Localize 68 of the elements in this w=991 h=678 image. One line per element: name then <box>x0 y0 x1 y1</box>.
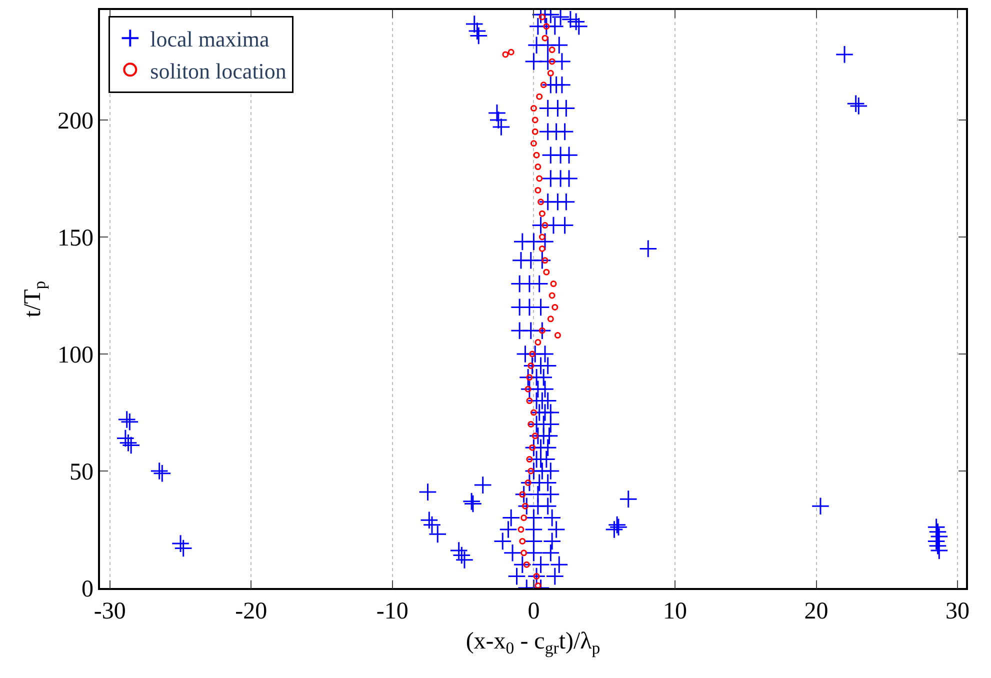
point <box>533 152 540 158</box>
point <box>528 420 534 428</box>
point <box>538 198 544 206</box>
point <box>502 51 509 58</box>
y-tick-label: 200 <box>57 108 94 134</box>
point <box>519 538 526 544</box>
x-tick-label: -20 <box>235 598 268 625</box>
legend-label: soliton location <box>150 58 286 84</box>
point <box>526 456 533 463</box>
point <box>519 491 526 498</box>
point <box>526 398 533 404</box>
point <box>538 245 546 252</box>
point <box>534 164 542 170</box>
point <box>522 502 528 510</box>
point <box>524 479 532 486</box>
x-tick-label: -30 <box>94 598 126 625</box>
point <box>542 34 548 42</box>
point <box>548 292 556 299</box>
point <box>536 175 543 182</box>
point <box>554 332 561 339</box>
point <box>543 23 550 30</box>
x-tick-label: -10 <box>376 598 408 625</box>
legend-label: local maxima <box>150 26 270 52</box>
y-tick-label: 150 <box>57 225 94 252</box>
point <box>552 304 558 310</box>
point <box>520 514 528 522</box>
point <box>548 58 556 65</box>
point <box>542 257 548 264</box>
point <box>542 222 548 229</box>
x-axis-title: (x-x$_{0}$ - c$_{gr}$t)/λ$_{p}$ <box>466 628 600 658</box>
x-tick-label: 30 <box>946 598 970 625</box>
point <box>533 573 540 580</box>
point <box>526 374 533 381</box>
x-tick-label: 0 <box>528 598 540 625</box>
point <box>530 409 537 416</box>
point <box>538 234 546 240</box>
point <box>532 116 538 124</box>
point <box>523 561 530 568</box>
y-tick-label: 50 <box>69 459 94 486</box>
point <box>538 14 546 20</box>
point <box>548 46 556 54</box>
point <box>528 468 534 474</box>
point <box>536 93 543 100</box>
x-tick-label: 10 <box>662 598 687 625</box>
point <box>534 339 542 346</box>
point <box>540 82 547 88</box>
point <box>547 70 554 76</box>
x-tick-label: 20 <box>804 598 828 625</box>
point <box>508 48 514 56</box>
point <box>534 186 542 194</box>
point <box>550 280 557 288</box>
point <box>530 105 537 112</box>
y-tick-label: 0 <box>81 576 94 602</box>
point <box>534 582 542 588</box>
point <box>529 350 536 358</box>
point <box>529 444 536 451</box>
point <box>518 526 524 533</box>
point <box>547 316 554 322</box>
point <box>532 432 538 440</box>
point <box>532 128 538 135</box>
point <box>528 362 534 369</box>
point <box>530 140 537 147</box>
point <box>524 386 532 392</box>
point <box>538 210 546 217</box>
point <box>538 327 546 334</box>
point <box>543 268 550 276</box>
y-tick-label: 100 <box>57 342 94 368</box>
point <box>520 550 528 556</box>
